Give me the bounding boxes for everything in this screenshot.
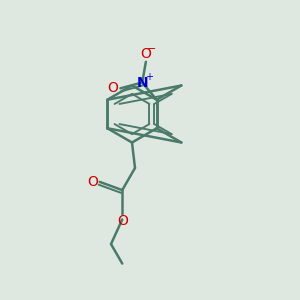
Text: N: N <box>136 76 148 89</box>
Text: −: − <box>147 44 156 54</box>
Text: O: O <box>88 175 98 189</box>
Text: O: O <box>140 47 151 61</box>
Text: +: + <box>145 72 153 82</box>
Text: O: O <box>107 81 118 95</box>
Text: O: O <box>117 214 128 228</box>
